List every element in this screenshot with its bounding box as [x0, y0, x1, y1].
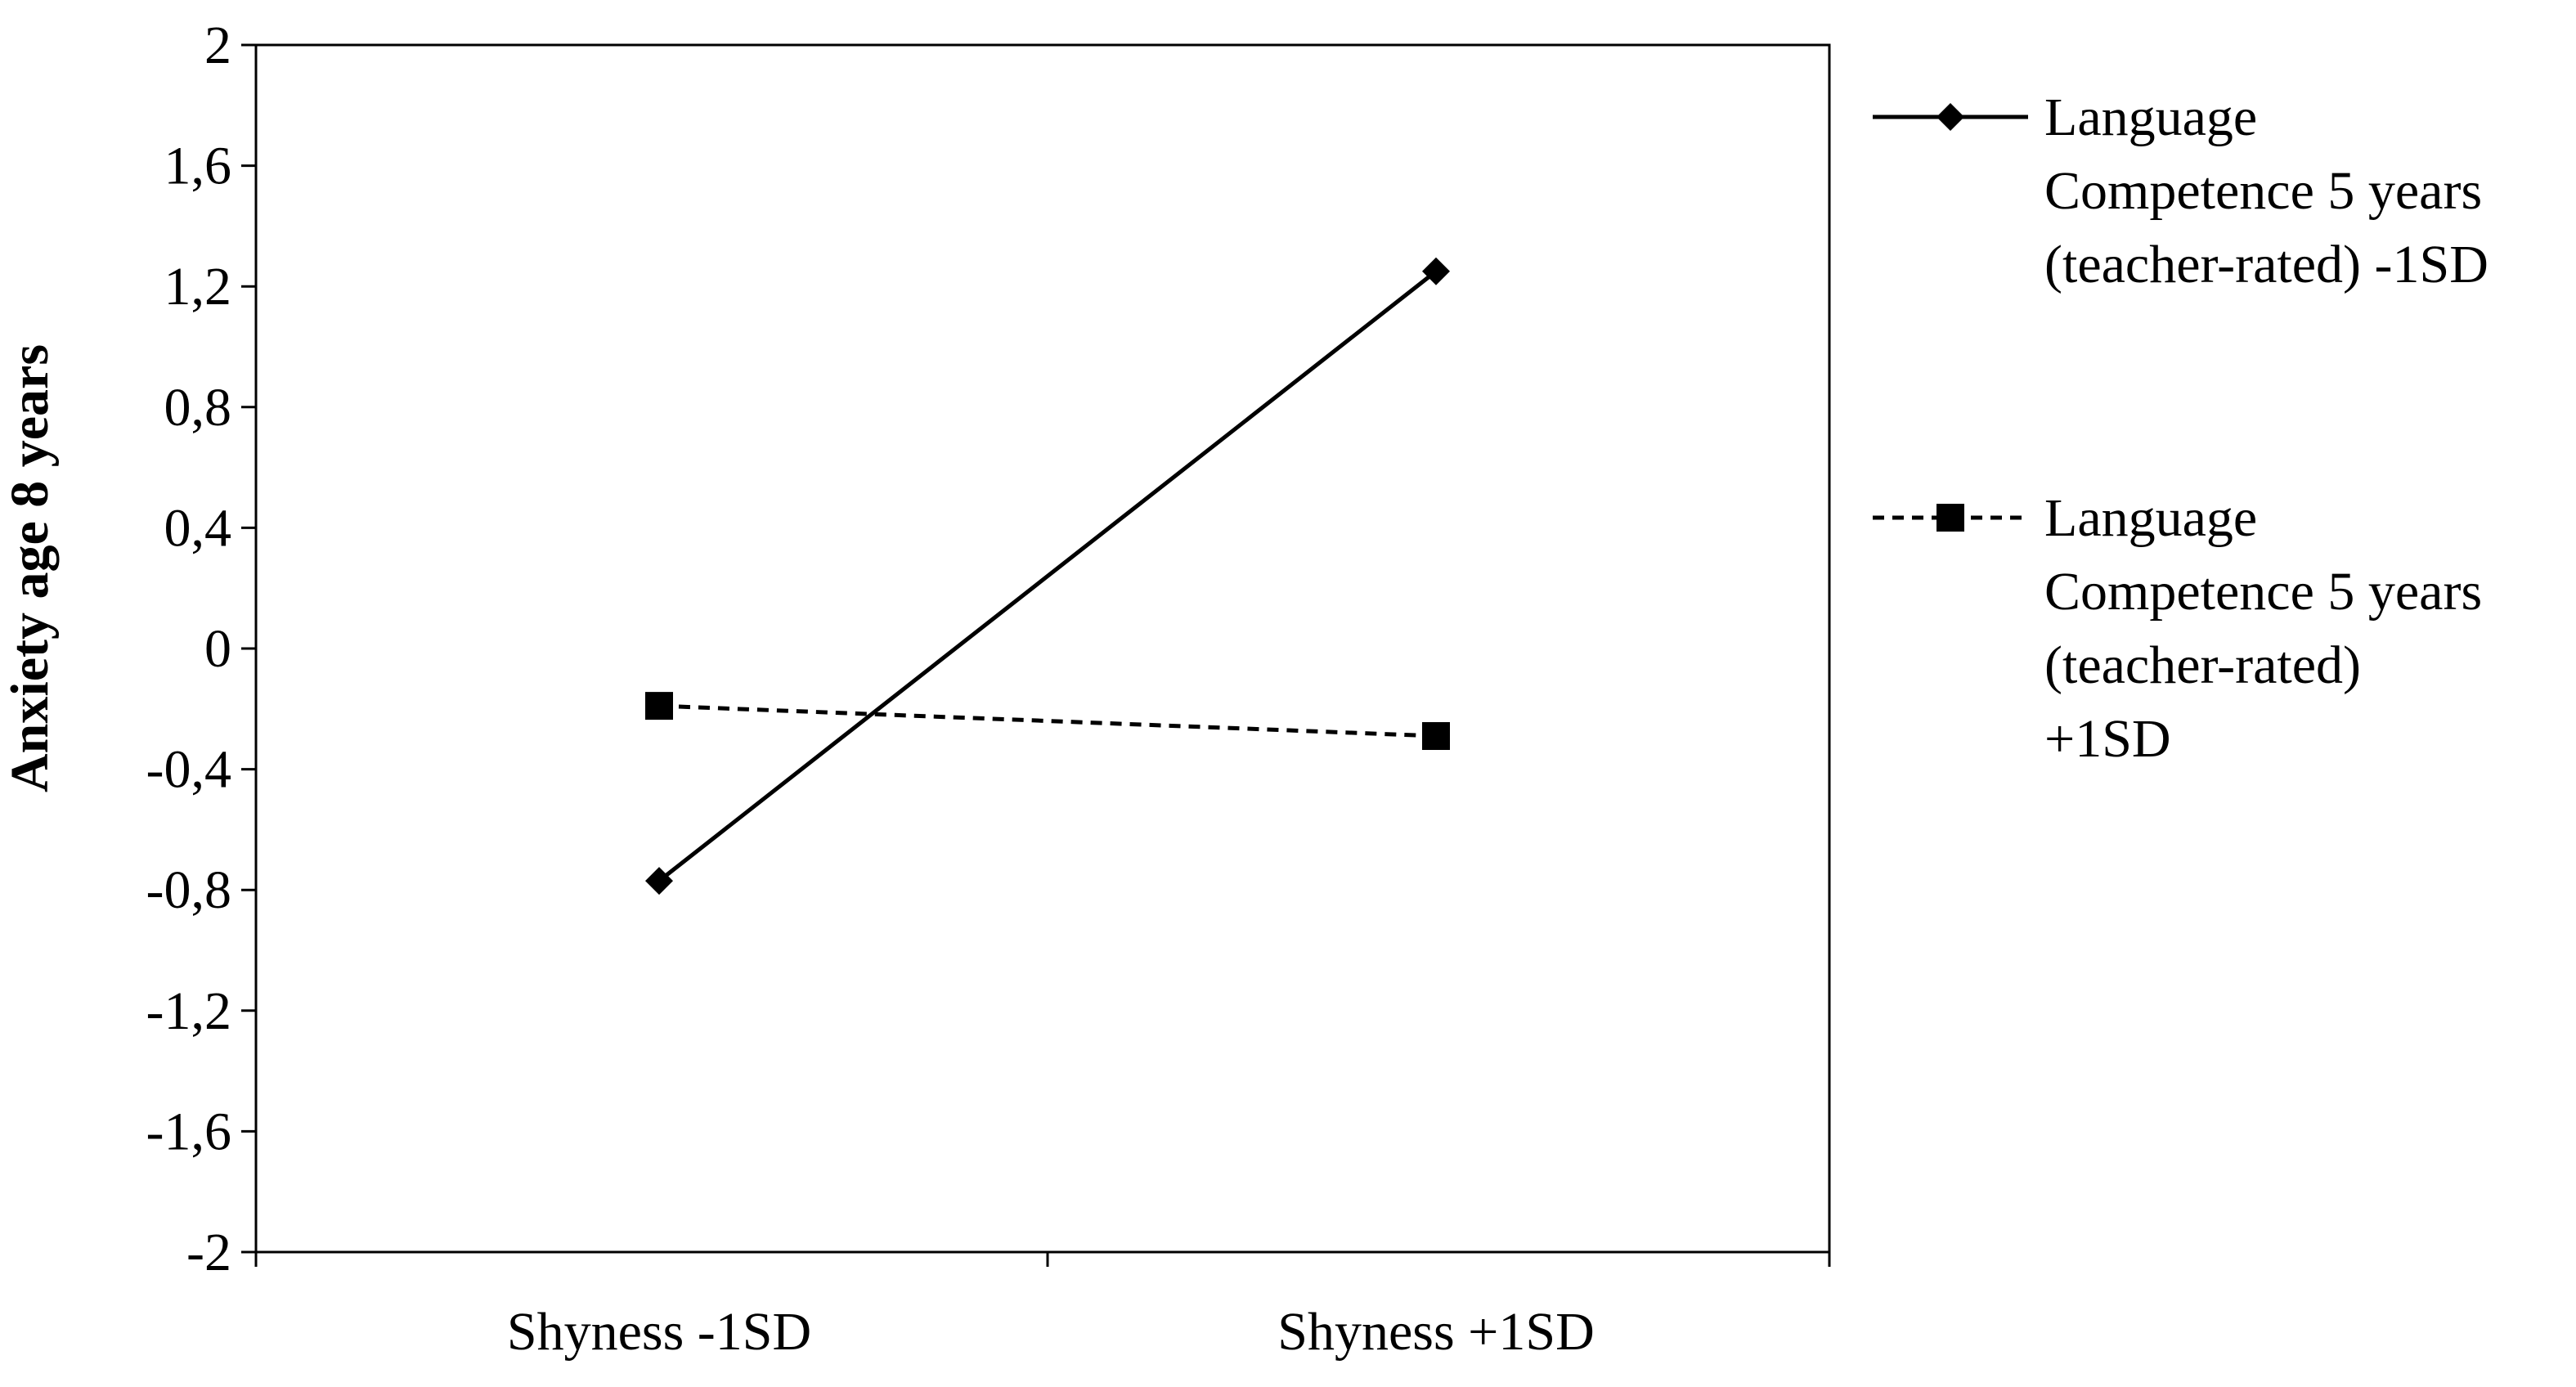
data-point-marker — [1422, 722, 1450, 751]
x-tick-label: Shyness -1SD — [507, 1302, 811, 1362]
legend-label: Language Competence 5 years (teacher-rated… — [2044, 88, 2488, 294]
plot-frame — [254, 43, 1831, 1254]
legend-entry-2: Language Competence 5 years (teacher-rated… — [1873, 488, 2482, 769]
legend-label: Language Competence 5 years (teacher-rated… — [2044, 488, 2482, 769]
y-tick-label: -1,2 — [146, 981, 231, 1041]
legend-marker — [1936, 504, 1964, 532]
legend: Language Competence 5 years (teacher-rated… — [1873, 88, 2488, 769]
plot-area-border — [254, 43, 1831, 1254]
series-2 — [645, 692, 1450, 751]
y-tick-label: -0,4 — [146, 740, 231, 800]
x-tick-label: Shyness +1SD — [1277, 1302, 1594, 1362]
y-tick-label: -0,8 — [146, 860, 231, 920]
series-line — [657, 269, 1438, 883]
data-point-marker — [645, 867, 673, 895]
x-axis-ticks: Shyness -1SD Shyness +1SD — [254, 1252, 1831, 1362]
series-1 — [645, 257, 1450, 895]
series-group — [645, 257, 1450, 895]
y-tick-label: 0,4 — [164, 498, 232, 558]
data-point-marker — [1422, 257, 1450, 285]
y-tick-label: -1,6 — [146, 1102, 231, 1161]
data-point-marker — [645, 692, 673, 720]
y-axis-ticks: -2 -1,6 -1,2 -0,8 -0,4 0 0,4 0,8 1,2 1,6 2 — [146, 16, 256, 1282]
series-line — [658, 703, 1437, 738]
y-axis-title: Anxiety age 8 years — [0, 344, 60, 792]
legend-entry-1: Language Competence 5 years (teacher-rated… — [1873, 88, 2488, 294]
legend-marker — [1936, 103, 1964, 131]
y-tick-label: -2 — [186, 1223, 231, 1282]
y-tick-label: 0 — [204, 619, 231, 679]
y-tick-label: 0,8 — [164, 378, 232, 438]
y-tick-label: 1,6 — [164, 137, 232, 196]
y-tick-label: 2 — [204, 16, 231, 75]
y-tick-label: 1,2 — [164, 257, 232, 316]
